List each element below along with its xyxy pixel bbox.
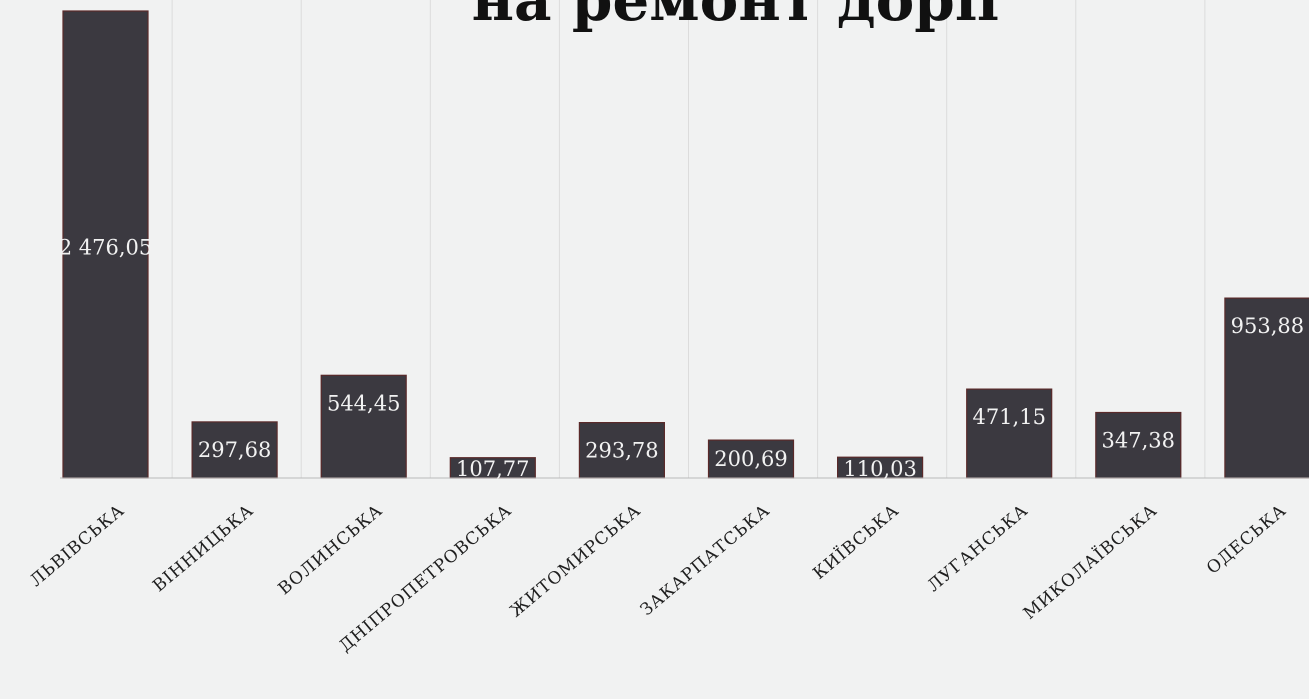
- category-label: ОДЕСЬКА: [1203, 501, 1291, 579]
- column-separators: [171, 0, 1206, 478]
- category-label: КИЇВСЬКА: [809, 500, 903, 584]
- value-label: 347,38: [1102, 429, 1175, 453]
- category-label: ВОЛИНСЬКА: [275, 501, 387, 600]
- category-label: МИКОЛАЇВСЬКА: [1019, 500, 1161, 624]
- category-label: ЖИТОМИРСЬКА: [506, 501, 645, 622]
- bar: [62, 10, 149, 479]
- value-label: 471,15: [972, 405, 1045, 429]
- chart-title: на ремонт доріг: [472, 0, 1013, 34]
- value-label: 2 476,05: [59, 236, 153, 260]
- category-label: ВІННИЦЬКА: [149, 501, 258, 597]
- value-label: 293,78: [585, 439, 658, 463]
- value-labels: 2 476,05 297,68 544,45 107,77 293,78 200,69 11…: [59, 236, 1304, 482]
- bars: [62, 10, 1309, 479]
- value-label: 544,45: [327, 391, 400, 415]
- bar: [966, 388, 1053, 479]
- bar: [578, 422, 666, 479]
- category-label: ЛУГАНСЬКА: [924, 501, 1033, 597]
- value-label: 110,03: [843, 457, 916, 481]
- value-label: 297,68: [198, 438, 271, 462]
- category-labels: ЛЬВІВСЬКА ВІННИЦЬКА ВОЛИНСЬКАДНІПРОПЕТРОВС…: [26, 500, 1290, 657]
- category-label: ЛЬВІВСЬКА: [26, 501, 128, 591]
- value-label: 107,77: [456, 457, 529, 481]
- value-label: 200,69: [714, 447, 787, 471]
- value-label: 953,88: [1231, 314, 1304, 338]
- category-label: ЗАКАРПАТСЬКА: [637, 501, 774, 621]
